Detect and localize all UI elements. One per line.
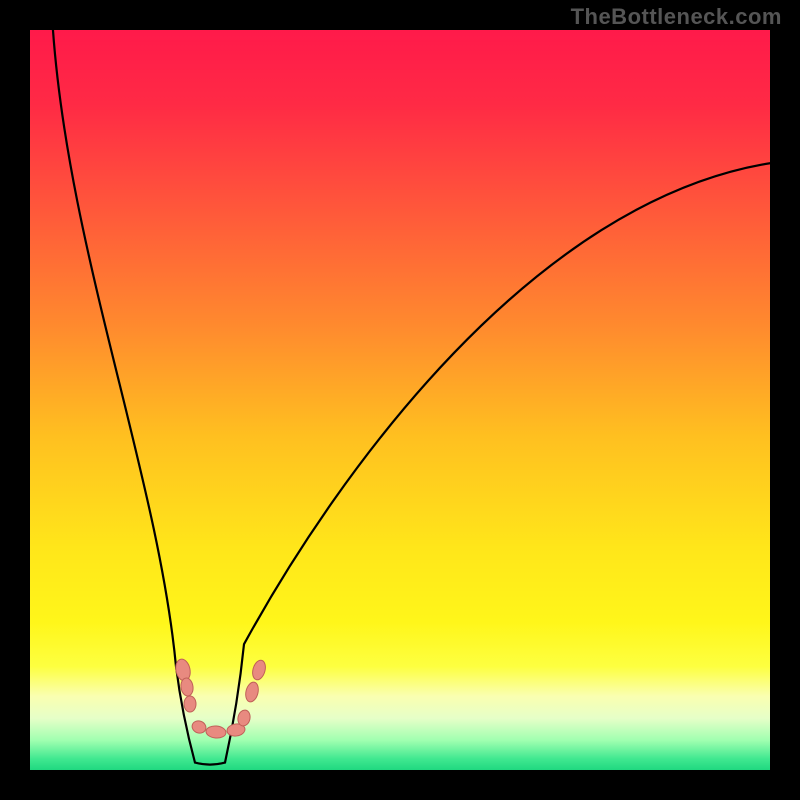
marker-point — [184, 696, 196, 712]
chart-stage — [30, 30, 770, 770]
watermark-text: TheBottleneck.com — [571, 4, 782, 30]
gradient-background — [30, 30, 770, 770]
bottleneck-chart — [30, 30, 770, 770]
